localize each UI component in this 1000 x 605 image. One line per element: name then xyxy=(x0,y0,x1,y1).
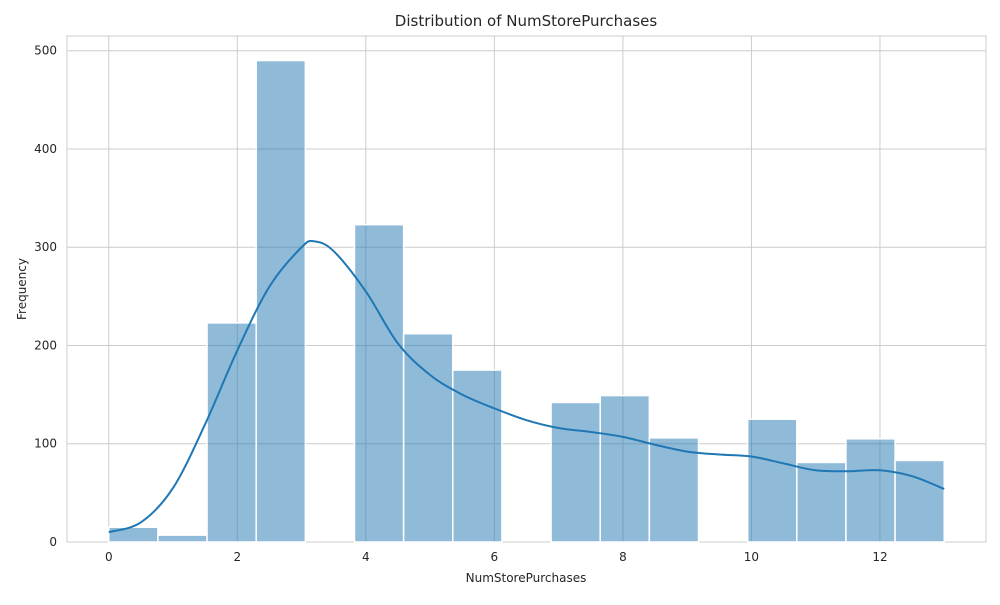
histogram-bar xyxy=(452,369,503,543)
x-tick-label: 6 xyxy=(491,550,499,564)
y-tick-label: 0 xyxy=(49,535,57,549)
x-axis-label: NumStorePurchases xyxy=(466,571,587,585)
y-tick-label: 500 xyxy=(34,44,57,58)
y-tick-label: 100 xyxy=(34,437,57,451)
y-axis-ticks: 0 100 200 300 400 500 xyxy=(34,44,57,549)
x-tick-label: 2 xyxy=(233,550,241,564)
chart-title: Distribution of NumStorePurchases xyxy=(395,12,658,30)
histogram-bar xyxy=(353,223,405,543)
y-tick-label: 400 xyxy=(34,142,57,156)
y-tick-label: 200 xyxy=(34,338,57,352)
histogram-bar xyxy=(108,526,159,543)
x-tick-label: 0 xyxy=(105,550,113,564)
histogram-bar xyxy=(206,322,257,543)
histogram-bar xyxy=(796,461,847,543)
x-tick-label: 12 xyxy=(872,550,887,564)
histogram-bar xyxy=(157,534,208,543)
histogram-bar xyxy=(550,401,601,543)
histogram-bar xyxy=(402,332,454,543)
x-tick-label: 4 xyxy=(362,550,370,564)
x-tick-label: 8 xyxy=(619,550,627,564)
kde-curve xyxy=(108,239,945,534)
histogram-bars xyxy=(108,59,945,543)
histogram-bar xyxy=(746,418,798,543)
histogram-bar xyxy=(599,394,651,543)
histogram-bar xyxy=(255,59,307,543)
y-tick-label: 300 xyxy=(34,240,57,254)
histogram-bar xyxy=(648,437,700,543)
histogram-bar xyxy=(845,438,896,543)
x-axis-ticks: 0 2 4 6 8 10 12 xyxy=(105,550,888,564)
x-tick-label: 10 xyxy=(744,550,759,564)
y-axis-label: Frequency xyxy=(15,258,29,320)
